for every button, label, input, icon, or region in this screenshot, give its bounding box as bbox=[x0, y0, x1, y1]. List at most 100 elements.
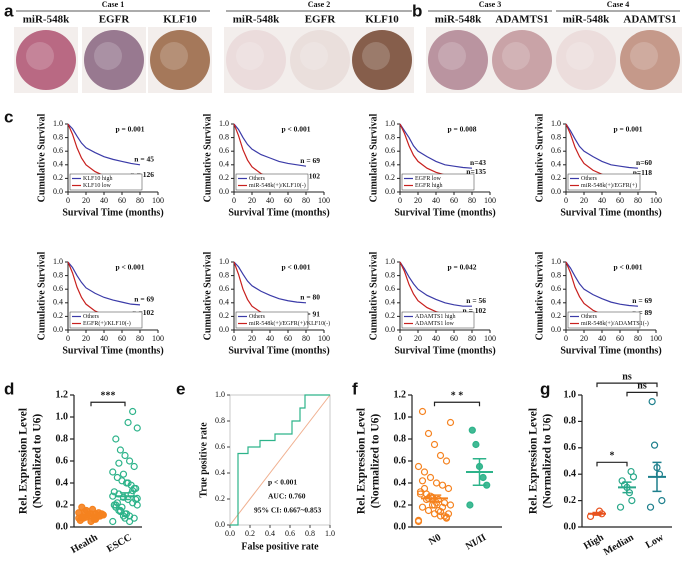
roc-curve bbox=[230, 394, 330, 526]
y-tick-label: 0.0 bbox=[385, 325, 395, 334]
dot bbox=[628, 497, 636, 505]
y-axis-label: Cumulative Survival bbox=[36, 251, 47, 340]
stain-label: miR-548k bbox=[435, 14, 482, 26]
n-label: n=118 bbox=[633, 168, 653, 177]
tissue-texture bbox=[630, 42, 658, 70]
dot bbox=[446, 418, 455, 427]
legend-label: KLF10 high bbox=[83, 176, 113, 182]
reference-line bbox=[229, 394, 331, 526]
y-tick-label: 0.0 bbox=[53, 187, 63, 196]
x-tick-label: 100 bbox=[484, 334, 496, 343]
y-tick-label: 1.0 bbox=[56, 411, 69, 422]
dot bbox=[133, 494, 141, 502]
significance-label: * bbox=[610, 451, 615, 462]
y-axis-label: (Normalized to U6) bbox=[542, 414, 554, 509]
dot bbox=[430, 440, 439, 449]
dot bbox=[116, 446, 125, 454]
y-tick-label: 0.2 bbox=[385, 173, 395, 182]
significance-bracket bbox=[626, 391, 658, 397]
dot bbox=[119, 493, 128, 501]
y-tick-label: 0.2 bbox=[564, 495, 577, 506]
y-tick-label: 0.6 bbox=[551, 284, 561, 293]
y-tick-label: 0.4 bbox=[385, 160, 395, 169]
dot bbox=[418, 407, 427, 416]
x-tick-label: 20 bbox=[580, 334, 588, 343]
x-axis-label: Survival Time (months) bbox=[394, 345, 495, 356]
legend-box bbox=[401, 173, 475, 191]
survival-curve bbox=[67, 261, 141, 306]
legend-box bbox=[567, 311, 641, 329]
dot bbox=[110, 488, 118, 496]
y-tick-label: 0.0 bbox=[219, 187, 229, 196]
x-tick-label: 0 bbox=[564, 334, 568, 343]
x-axis-label: Survival Time (months) bbox=[62, 207, 163, 218]
y-axis-label: Cumulative Survival bbox=[368, 113, 379, 202]
significance-bracket bbox=[596, 382, 658, 388]
significance-label: ns bbox=[622, 371, 632, 382]
legend-box bbox=[567, 173, 641, 191]
legend-box bbox=[235, 311, 309, 329]
y-tick-label: 0.6 bbox=[215, 442, 225, 451]
y-tick-label: 0.6 bbox=[385, 284, 395, 293]
legend-label: miR-548k(+)/KLF10(-) bbox=[249, 182, 306, 189]
y-tick-label: 1.0 bbox=[551, 257, 561, 266]
y-axis-label: Cumulative Survival bbox=[202, 113, 213, 202]
dot bbox=[472, 440, 480, 449]
y-tick-label: 0.2 bbox=[551, 311, 561, 320]
panel-label: a bbox=[4, 1, 14, 20]
x-tick-label: 0 bbox=[398, 334, 402, 343]
dot bbox=[418, 477, 427, 485]
x-tick-label: 100 bbox=[318, 334, 330, 343]
x-tick-label: 0 bbox=[66, 196, 70, 205]
legend-label: miR-548k(+)/EGFR(+) bbox=[581, 182, 637, 189]
y-axis-label: True positive rate bbox=[198, 422, 209, 498]
x-tick-label: 0.6 bbox=[285, 529, 295, 538]
n-label: n = 45 bbox=[134, 155, 154, 164]
y-tick-label: 0.6 bbox=[219, 146, 229, 155]
panel-label: g bbox=[540, 379, 550, 398]
legend-label: ADAMTS1 high bbox=[415, 314, 456, 320]
y-tick-label: 0.4 bbox=[219, 298, 229, 307]
p-value: p < 0.001 bbox=[613, 263, 642, 272]
x-tick-label: 40 bbox=[266, 334, 274, 343]
case-title: Case 3 bbox=[479, 0, 501, 9]
legend-label: Others bbox=[249, 176, 266, 182]
n-label: n = 102 bbox=[463, 306, 487, 315]
x-tick-label: 40 bbox=[598, 196, 606, 205]
dot bbox=[118, 477, 126, 485]
dot bbox=[418, 503, 427, 511]
y-tick-label: 0.0 bbox=[564, 521, 577, 532]
x-tick-label: 60 bbox=[450, 334, 458, 343]
legend-label: Others bbox=[581, 176, 598, 182]
stain-label: miR-548k bbox=[233, 14, 280, 26]
legend-label: miR-548k(+)/ADAMTS1(-) bbox=[581, 320, 649, 327]
x-tick-label: 40 bbox=[432, 196, 440, 205]
survival-curve bbox=[565, 261, 639, 307]
tissue-core bbox=[150, 30, 210, 90]
dot bbox=[424, 429, 433, 438]
dot bbox=[432, 499, 441, 507]
y-tick-label: 0.8 bbox=[53, 132, 63, 141]
dot bbox=[416, 490, 425, 498]
dot bbox=[115, 459, 123, 467]
dot bbox=[468, 426, 476, 434]
tissue-core bbox=[556, 30, 616, 90]
x-tick-label: 40 bbox=[598, 334, 606, 343]
survival-curve bbox=[233, 123, 307, 167]
error-bar bbox=[427, 494, 442, 503]
dot bbox=[113, 473, 121, 482]
y-tick-label: 0.6 bbox=[56, 455, 69, 466]
p-value: p < 0.001 bbox=[281, 125, 310, 134]
y-tick-label: 0.0 bbox=[53, 325, 63, 334]
y-axis-label: Rel. Expression Level bbox=[18, 408, 30, 514]
dot bbox=[627, 467, 635, 476]
x-tick-label: 40 bbox=[100, 334, 108, 343]
x-tick-label: 80 bbox=[634, 334, 642, 343]
tissue-core bbox=[492, 30, 552, 90]
x-tick-label: 0 bbox=[66, 334, 70, 343]
dot bbox=[112, 435, 120, 443]
y-tick-label: 1.2 bbox=[394, 389, 407, 400]
y-tick-label: 0.4 bbox=[53, 160, 63, 169]
x-axis-label: Survival Time (months) bbox=[560, 345, 661, 356]
roc-annotation: 95% CI: 0.667~0.853 bbox=[254, 506, 321, 515]
